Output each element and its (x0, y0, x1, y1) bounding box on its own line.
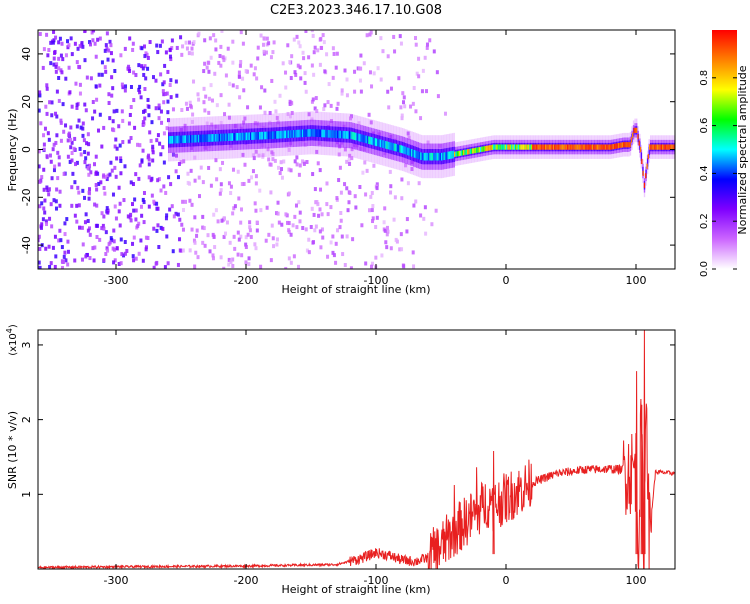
y-tick-label: 1 (20, 491, 33, 498)
x-tick-label: 100 (626, 574, 647, 587)
colorbar-tick-label: 0.2 (699, 213, 710, 229)
colorbar-tick-label: 0.0 (699, 261, 710, 277)
x-tick-label: 0 (503, 274, 510, 287)
y-tick-label: 20 (20, 95, 33, 109)
figure-title: C2E3.2023.346.17.10.G08 (270, 3, 442, 18)
y-tick-label: -40 (20, 236, 33, 254)
x-tick-label: -200 (234, 274, 259, 287)
x-tick-label: -300 (104, 574, 129, 587)
x-tick-label: -300 (104, 274, 129, 287)
snr-y-multiplier: (x104) (5, 324, 19, 356)
x-tick-label: 100 (626, 274, 647, 287)
snr-series-line (38, 330, 675, 569)
heatmap-layer (38, 30, 675, 269)
y-tick-label: 40 (20, 47, 33, 61)
colorbar-tick-label: 0.6 (699, 118, 710, 134)
colorbar-tick-label: 0.4 (699, 165, 710, 181)
heatmap-x-axis-label: Height of straight line (km) (281, 283, 430, 296)
snr-y-axis-label: SNR (10 * v/v) (6, 411, 19, 489)
x-tick-label: -100 (364, 574, 389, 587)
snr-plot-area (38, 330, 675, 569)
colorbar-label: Normalized spectral amplitude (736, 65, 749, 234)
snr-frame (37, 329, 676, 570)
x-tick-label: -100 (364, 274, 389, 287)
y-tick-label: 3 (20, 341, 33, 348)
y-tick-label: -20 (20, 188, 33, 206)
snr-x-axis-label: Height of straight line (km) (281, 583, 430, 596)
y-tick-label: 0 (20, 146, 33, 153)
heatmap-y-axis-label: Frequency (Hz) (6, 109, 19, 192)
colorbar-tick-label: 0.8 (699, 70, 710, 86)
y-tick-label: 2 (20, 416, 33, 423)
colorbar (712, 30, 737, 269)
x-tick-label: 0 (503, 574, 510, 587)
snr-layer (38, 330, 675, 569)
colorbar-ticks: 0.0 0.2 0.4 0.6 0.8 (699, 70, 737, 277)
snr-axes: -300 -200 -100 0 100 1 2 3 (20, 330, 675, 587)
x-tick-label: -200 (234, 574, 259, 587)
